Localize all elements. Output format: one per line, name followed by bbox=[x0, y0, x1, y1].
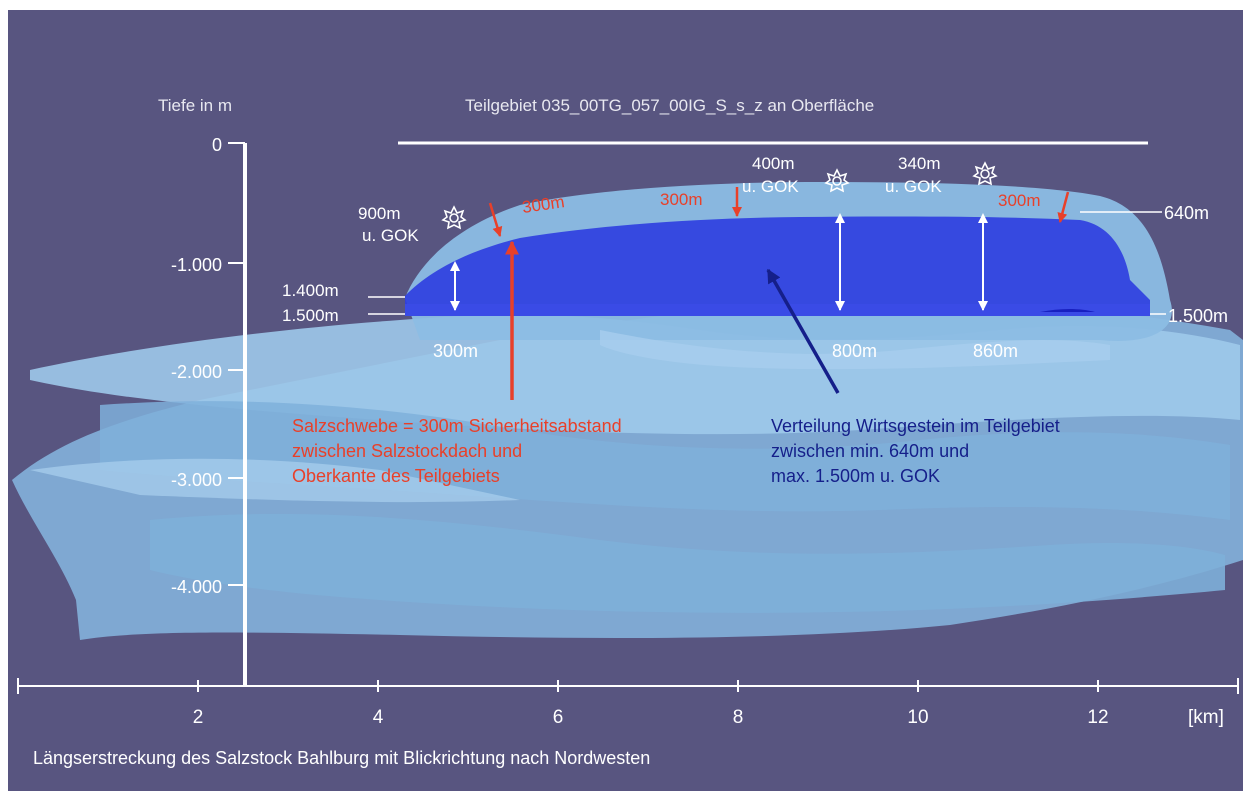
note-blue-line: max. 1.500m u. GOK bbox=[771, 466, 940, 486]
depth-value-label: 340m bbox=[898, 154, 941, 173]
thickness-label: 860m bbox=[973, 341, 1018, 361]
y-axis-label: Tiefe in m bbox=[158, 96, 232, 115]
y-tick-label: -1.000 bbox=[171, 255, 222, 275]
y-axis bbox=[228, 142, 247, 686]
y-tick-label: -3.000 bbox=[171, 470, 222, 490]
host-rock-region bbox=[405, 216, 1150, 316]
salt-cover-label: 300m bbox=[660, 190, 703, 209]
note-red-line: Oberkante des Teilgebiets bbox=[292, 466, 500, 486]
thickness-label: 800m bbox=[832, 341, 877, 361]
depth-unit-label: u. GOK bbox=[362, 226, 419, 245]
depth-1400-label: 1.400m bbox=[282, 281, 339, 300]
x-axis bbox=[17, 678, 1239, 694]
salt-cover-label: 300m bbox=[998, 191, 1041, 210]
caption: Längserstreckung des Salzstock Bahlburg … bbox=[33, 748, 650, 768]
x-tick-label: 10 bbox=[907, 707, 928, 728]
thickness-label: 300m bbox=[433, 341, 478, 361]
y-tick-label: -2.000 bbox=[171, 362, 222, 382]
depth-unit-label: u. GOK bbox=[885, 177, 942, 196]
y-tick-label: -4.000 bbox=[171, 577, 222, 597]
depth-1500-label: 1.500m bbox=[1168, 306, 1228, 326]
depth-value-label: 400m bbox=[752, 154, 795, 173]
x-tick-label: 4 bbox=[373, 707, 384, 728]
note-red-line: zwischen Salzstockdach und bbox=[292, 441, 522, 461]
depth-unit-label: u. GOK bbox=[742, 177, 799, 196]
x-unit-label: [km] bbox=[1188, 707, 1224, 728]
note-red-line: Salzschwebe = 300m Sicherheitsabstand bbox=[292, 416, 622, 436]
note-blue-line: zwischen min. 640m und bbox=[771, 441, 969, 461]
y-tick-label: 0 bbox=[212, 135, 222, 155]
depth-640-label: 640m bbox=[1164, 203, 1209, 223]
depth-value-label: 900m bbox=[358, 204, 401, 223]
red-arrows bbox=[488, 187, 1070, 400]
x-tick-label: 12 bbox=[1087, 707, 1108, 728]
x-tick-label: 8 bbox=[733, 707, 744, 728]
note-blue-line: Verteilung Wirtsgestein im Teilgebiet bbox=[771, 416, 1060, 436]
x-tick-label: 2 bbox=[193, 707, 204, 728]
depth-1500-left-label: 1.500m bbox=[282, 306, 339, 325]
thickness-arrows bbox=[450, 213, 988, 311]
surface-star-icon bbox=[972, 161, 998, 186]
surface-star-icon bbox=[824, 168, 850, 193]
surface-star-icon bbox=[441, 205, 467, 230]
x-tick-label: 6 bbox=[553, 707, 564, 728]
host-rock-arrow bbox=[766, 268, 840, 394]
teilgebiet-title: Teilgebiet 035_00TG_057_00IG_S_s_z an Ob… bbox=[465, 96, 874, 115]
